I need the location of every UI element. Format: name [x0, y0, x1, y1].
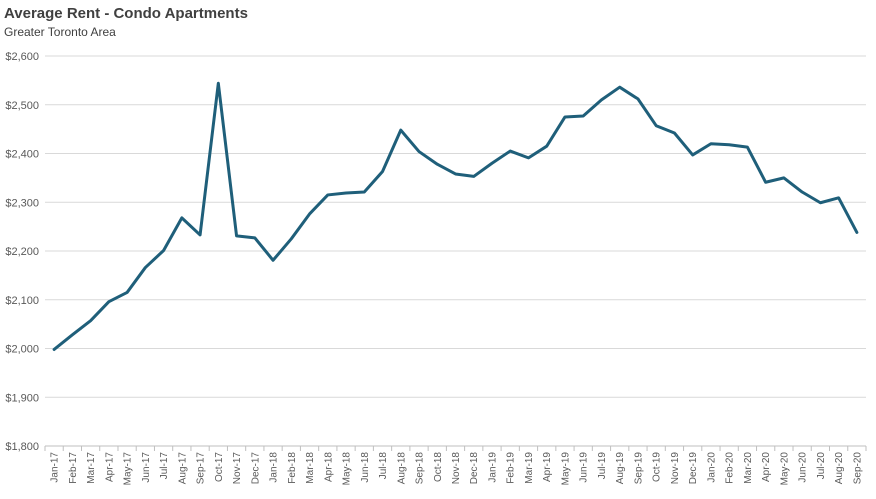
- x-tick-label: Mar-20: [743, 452, 754, 484]
- x-tick-label: Jan-18: [269, 452, 280, 483]
- x-tick-label: Oct-18: [433, 452, 444, 482]
- x-tick-label: Nov-19: [670, 452, 681, 485]
- x-tick-label: Sep-20: [852, 452, 863, 485]
- x-tick-label: Oct-19: [652, 452, 663, 482]
- gridlines: [45, 55, 866, 398]
- x-tick-label: Sep-19: [633, 452, 644, 485]
- x-tick-label: Aug-17: [177, 452, 188, 485]
- y-tick-label: $2,000: [5, 344, 39, 356]
- x-tick-label: Feb-18: [287, 452, 298, 484]
- x-tick-label: Jul-20: [816, 452, 827, 480]
- x-tick-label: Jun-20: [798, 452, 809, 483]
- y-tick-label: $1,900: [5, 392, 39, 404]
- x-tick-label: Oct-17: [214, 452, 225, 482]
- x-tick-label: Sep-17: [196, 452, 207, 485]
- x-tick-label: Nov-17: [232, 452, 243, 485]
- x-tick-label: Mar-18: [305, 452, 316, 484]
- x-tick-label: Mar-17: [86, 452, 97, 484]
- x-tick-label: May-19: [560, 452, 571, 486]
- x-tick-label: Jan-20: [706, 452, 717, 483]
- x-tick-label: Feb-20: [725, 452, 736, 484]
- x-tick-label: Apr-18: [323, 452, 334, 482]
- series: [52, 81, 859, 351]
- x-tick-label: Dec-19: [688, 452, 699, 485]
- x-tick-label: Dec-17: [250, 452, 261, 485]
- x-tick-label: Jun-19: [579, 452, 590, 483]
- y-tick-label: $2,300: [5, 197, 39, 209]
- x-tick-label: May-18: [342, 452, 353, 486]
- x-tick-label: Jul-19: [597, 452, 608, 480]
- x-tick-label: Mar-19: [524, 452, 535, 484]
- x-tick-label: Apr-17: [104, 452, 115, 482]
- chart-subtitle: Greater Toronto Area: [4, 25, 116, 39]
- y-tick-label: $2,500: [5, 100, 39, 112]
- x-tick-label: Feb-19: [506, 452, 517, 484]
- x-tick-label: May-20: [779, 452, 790, 486]
- y-tick-label: $2,400: [5, 149, 39, 161]
- x-tick-label: Feb-17: [68, 452, 79, 484]
- y-tick-label: $2,200: [5, 246, 39, 258]
- y-tick-label: $1,800: [5, 441, 39, 453]
- x-tick-label: Aug-18: [396, 452, 407, 485]
- x-tick-label: Apr-19: [542, 452, 553, 482]
- x-tick-label: Jan-19: [487, 452, 498, 483]
- x-tick-label: Apr-20: [761, 452, 772, 482]
- x-tick-label: Aug-20: [834, 452, 845, 485]
- x-tick-label: Aug-19: [615, 452, 626, 485]
- y-axis: $1,800 $1,900 $2,000 $2,100 $2,200 $2,300 $2,4…: [5, 51, 39, 453]
- series-line: [52, 81, 859, 351]
- y-tick-label: $2,600: [5, 51, 39, 63]
- x-tick-label: Dec-18: [469, 452, 480, 485]
- x-tick-label: Jul-18: [378, 452, 389, 480]
- x-tick-label: Nov-18: [451, 452, 462, 485]
- x-tick-label: Jun-17: [141, 452, 152, 483]
- x-tick-label: Jul-17: [159, 452, 170, 480]
- x-tick-label: Jan-17: [50, 452, 61, 483]
- x-tick-label: Jun-18: [360, 452, 371, 483]
- chart-title: Average Rent - Condo Apartments: [4, 5, 248, 22]
- x-tick-label: May-17: [123, 452, 134, 486]
- x-axis: Jan-17 Feb-17 Mar-17 Apr-17 May-17 Jun-17 Jul-…: [44, 445, 867, 486]
- x-tick-label: Sep-18: [415, 452, 426, 485]
- y-tick-label: $2,100: [5, 295, 39, 307]
